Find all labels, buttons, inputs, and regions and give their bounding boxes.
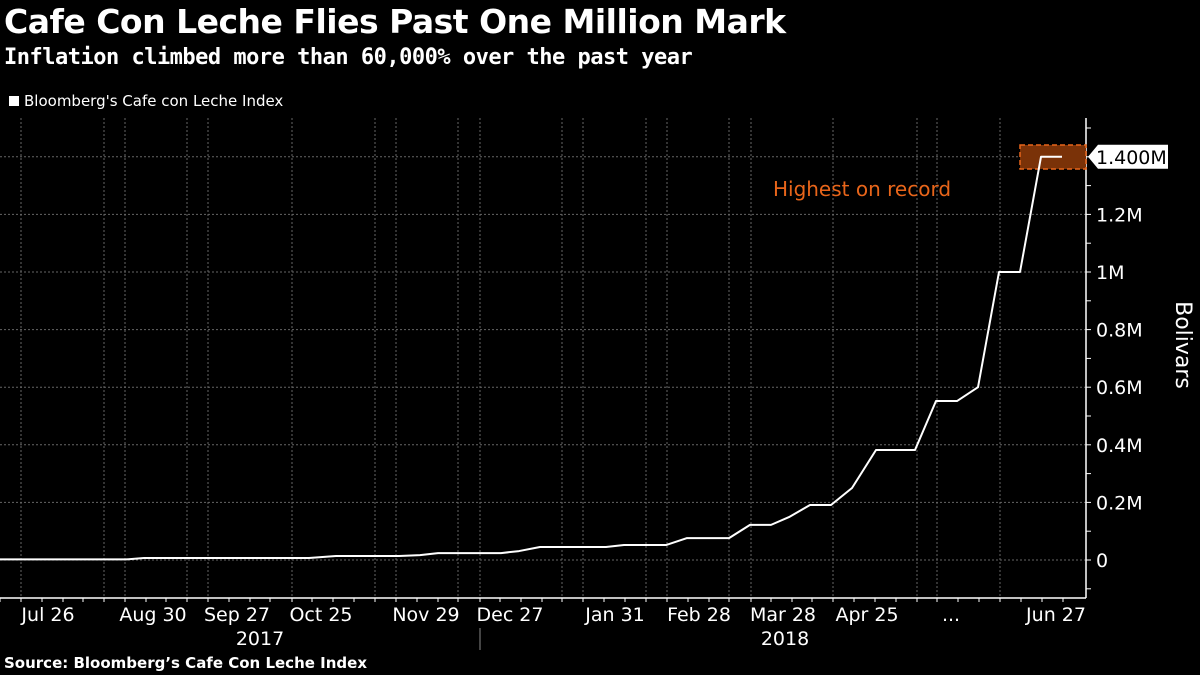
series-line — [0, 155, 1062, 561]
y-tick-label: 0.8M — [1096, 320, 1143, 342]
y-tick-label: 0 — [1096, 550, 1108, 572]
x-tick-label: Jan 31 — [584, 604, 645, 626]
x-tick-label: Sep 27 — [204, 604, 270, 626]
x-tick-label: Dec 27 — [477, 604, 544, 626]
x-tick-label: Mar 28 — [750, 604, 816, 626]
source-note: Source: Bloomberg’s Cafe Con Leche Index — [4, 654, 367, 672]
legend-label: Bloomberg's Cafe con Leche Index — [24, 92, 284, 110]
y-tick-label: 0.2M — [1096, 492, 1143, 514]
last-value-label: 1.400M — [1096, 147, 1167, 169]
x-tick-label: Feb 28 — [667, 604, 731, 626]
legend-swatch — [9, 96, 19, 106]
y-axis-label: Bolivars — [1170, 301, 1195, 389]
chart-title: Cafe Con Leche Flies Past One Million Ma… — [4, 2, 786, 41]
legend: Bloomberg's Cafe con Leche Index — [9, 92, 283, 110]
year-label: 2017 — [236, 628, 284, 650]
year-label: 2018 — [761, 628, 809, 650]
annotation-highest-on-record: Highest on record — [773, 177, 951, 201]
x-tick-label: Nov 29 — [392, 604, 459, 626]
chart-subtitle: Inflation climbed more than 60,000% over… — [4, 45, 693, 70]
x-tick-label: Apr 25 — [835, 604, 898, 626]
y-tick-label: 0.6M — [1096, 377, 1143, 399]
last-value-badge — [1088, 144, 1168, 169]
y-tick-label: 0.4M — [1096, 435, 1143, 457]
x-tick-label: Jun 27 — [1025, 604, 1086, 626]
x-tick-label: Oct 25 — [289, 604, 352, 626]
y-tick-label: 1M — [1096, 262, 1124, 284]
x-tick-label: ... — [942, 604, 960, 626]
x-tick-label: Jul 26 — [20, 604, 74, 626]
y-tick-label: 1.2M — [1096, 204, 1143, 226]
x-tick-label: Aug 30 — [119, 604, 186, 626]
